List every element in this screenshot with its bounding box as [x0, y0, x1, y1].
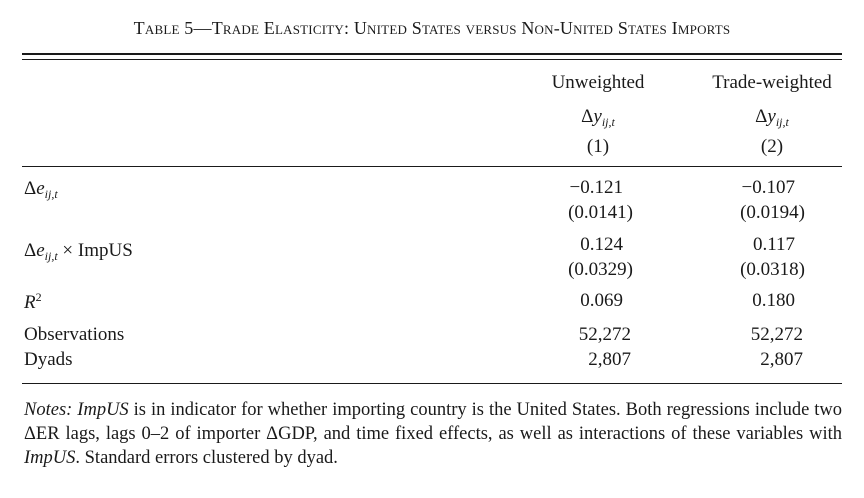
observations-cell: 52,272 — [750, 324, 803, 345]
dyads-cell: 2,807 — [760, 349, 803, 370]
caption-dash: — — [193, 18, 212, 38]
notes-impus: ImpUS — [77, 400, 129, 420]
label-suffix: × ImpUS — [57, 240, 133, 261]
se-cell: (0.0194) — [740, 202, 805, 223]
se-cell: (0.0318) — [740, 259, 805, 280]
bottom-rule — [22, 383, 842, 384]
delta-symbol: Δ — [266, 424, 279, 444]
col2-dep-var: Δyij,t — [692, 106, 852, 130]
notes-text: GDP, and time fixed effects, as well as … — [278, 424, 842, 444]
observations-cell: 52,272 — [578, 324, 631, 345]
notes-text: . Standard errors clustered by dyad. — [75, 448, 338, 468]
row-label-observations: Observations — [24, 324, 125, 345]
table-caption: Table 5—Trade Elasticity: United States … — [0, 18, 864, 39]
col1-number: (1) — [586, 136, 610, 157]
row-label-delta-e: Δeij,t — [24, 178, 58, 202]
table-number: Table 5 — [133, 18, 194, 38]
r2-cell: 0.069 — [580, 290, 623, 311]
top-rule-thick — [22, 53, 842, 55]
table-notes: Notes: ImpUS is in indicator for whether… — [24, 398, 842, 470]
col2-number: (2) — [760, 136, 784, 157]
notes-text: is in indicator for whether importing co… — [128, 400, 843, 420]
notes-impus: ImpUS — [24, 448, 76, 468]
dep-var-base: y — [767, 106, 776, 127]
col2-header: Trade-weighted — [712, 72, 832, 93]
r-squared-base: R — [24, 292, 36, 313]
table-title: Trade Elasticity: United States versus N… — [211, 18, 731, 38]
delta-symbol: Δ — [24, 240, 37, 261]
coef-cell: 0.124 — [580, 234, 623, 255]
dep-var-base: y — [593, 106, 602, 127]
r2-cell: 0.180 — [752, 290, 795, 311]
delta-symbol: Δ — [24, 424, 36, 444]
var-subscript: ij,t — [44, 187, 58, 201]
coef-cell: 0.117 — [752, 234, 795, 255]
var-subscript: ij,t — [44, 249, 58, 263]
dep-var-subscript: ij,t — [601, 115, 615, 129]
var-base: e — [36, 240, 45, 261]
row-label-r-squared: R2 — [24, 290, 42, 314]
se-cell: (0.0141) — [568, 202, 633, 223]
r-squared-exponent: 2 — [35, 290, 42, 304]
dep-var-subscript: ij,t — [775, 115, 789, 129]
dyads-cell: 2,807 — [588, 349, 631, 370]
row-label-dyads: Dyads — [24, 349, 73, 370]
col1-header: Unweighted — [551, 72, 645, 93]
notes-lead: Notes: — [24, 400, 73, 420]
se-cell: (0.0329) — [568, 259, 633, 280]
notes-text: ER lags, lags 0–2 of importer — [35, 424, 267, 444]
delta-symbol: Δ — [24, 178, 37, 199]
coef-cell: −0.121 — [569, 177, 623, 198]
var-base: e — [36, 178, 45, 199]
col1-dep-var: Δyij,t — [538, 106, 658, 130]
header-rule — [22, 166, 842, 167]
top-rule-thin — [22, 59, 842, 60]
delta-symbol: Δ — [581, 106, 594, 127]
row-label-delta-e-impus: Δeij,t × ImpUS — [24, 240, 133, 264]
coef-cell: −0.107 — [741, 177, 795, 198]
delta-symbol: Δ — [755, 106, 768, 127]
